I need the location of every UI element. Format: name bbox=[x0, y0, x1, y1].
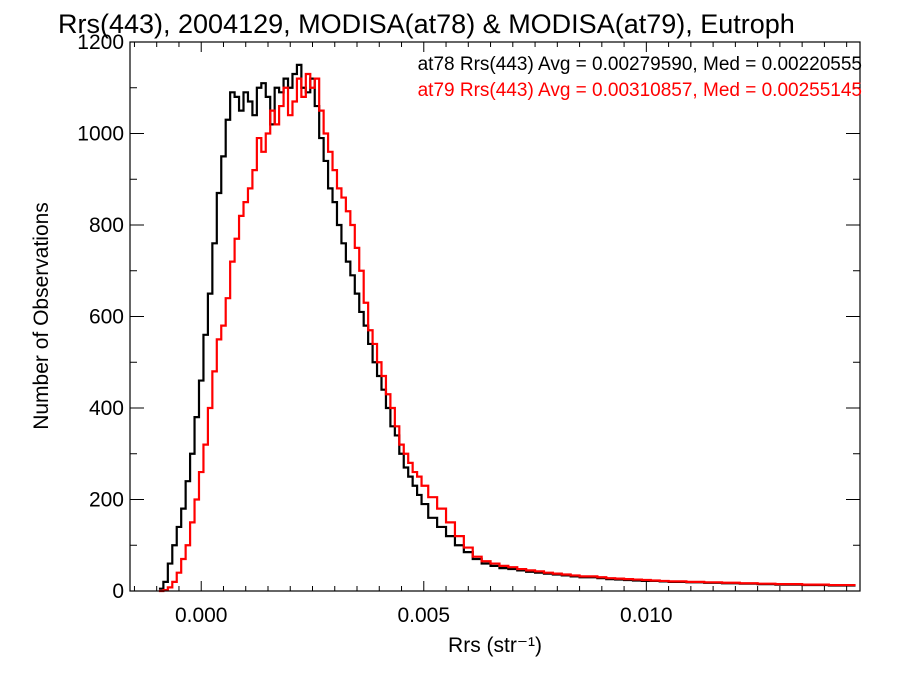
annotation-at79: at79 Rrs(443) Avg = 0.00310857, Med = 0.… bbox=[418, 80, 862, 101]
y-tick-label: 200 bbox=[89, 489, 124, 512]
series-layer bbox=[158, 63, 856, 593]
y-tick-label: 800 bbox=[89, 214, 124, 237]
y-tick-label: 0 bbox=[112, 580, 124, 603]
x-tick-label: 0.005 bbox=[397, 604, 450, 627]
y-tick-label: 400 bbox=[89, 397, 124, 420]
plot-area: 0.000 0.005 0.010 0 200 400 600 800 1000 1200 bbox=[77, 31, 861, 627]
annotation-at78: at78 Rrs(443) Avg = 0.00279590, Med = 0.… bbox=[418, 54, 862, 75]
series-at78-histogram bbox=[158, 63, 856, 590]
x-tick-label: 0.000 bbox=[175, 604, 228, 627]
x-axis-label: Rrs (str⁻¹) bbox=[448, 634, 542, 657]
y-tick-label: 1000 bbox=[77, 123, 124, 146]
series-at79-histogram bbox=[158, 72, 856, 593]
y-tick-label: 600 bbox=[89, 306, 124, 329]
chart-title: Rrs(443), 2004129, MODISA(at78) & MODISA… bbox=[58, 9, 795, 39]
plot-frame bbox=[129, 41, 861, 592]
y-tick-label: 1200 bbox=[77, 31, 124, 54]
ticks-layer: 0.000 0.005 0.010 0 200 400 600 800 1000 1200 bbox=[77, 31, 860, 627]
y-axis-label: Number of Observations bbox=[30, 202, 53, 430]
x-tick-label: 0.010 bbox=[620, 604, 673, 627]
